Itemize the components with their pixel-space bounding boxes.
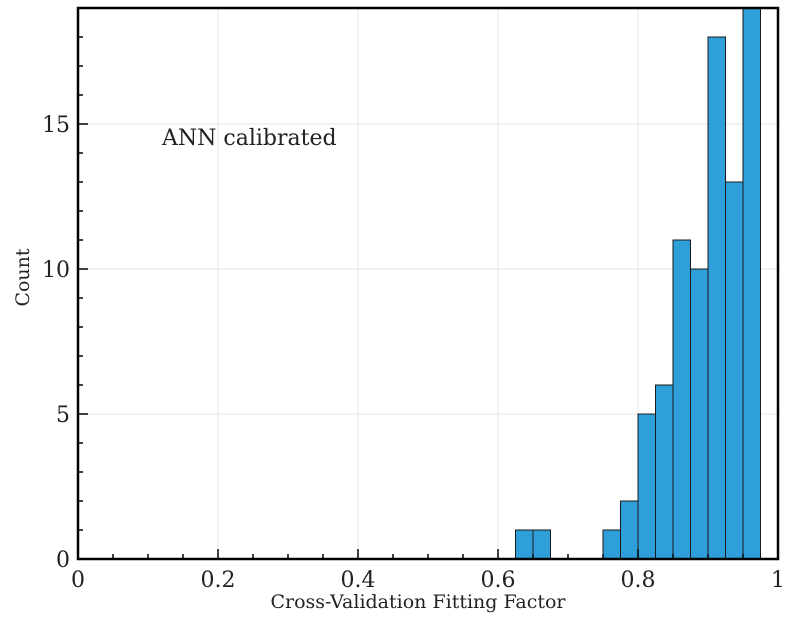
- x-tick-label: 0: [71, 568, 85, 593]
- grid-lines: [78, 8, 778, 559]
- y-tick-label: 15: [42, 113, 70, 138]
- histogram-bar: [655, 384, 674, 560]
- histogram-bar: [742, 7, 761, 560]
- y-tick-label: 5: [56, 403, 70, 428]
- x-tick-label: 0.6: [481, 568, 516, 593]
- plot-frame: [76, 6, 780, 561]
- x-axis-label: Cross-Validation Fitting Factor: [270, 591, 566, 613]
- x-tick-label: 0.2: [201, 568, 236, 593]
- x-tick-label: 1: [771, 568, 785, 593]
- histogram-bar: [672, 239, 691, 560]
- chart-annotation: ANN calibrated: [161, 126, 337, 151]
- histogram-bar: [620, 500, 639, 560]
- y-axis-label: Count: [12, 248, 34, 306]
- x-tick-label: 0.4: [341, 568, 376, 593]
- y-tick-label: 0: [56, 548, 70, 573]
- histogram-bar: [690, 268, 709, 560]
- histogram-bar: [515, 529, 534, 560]
- histogram-bar: [725, 181, 744, 560]
- x-tick-label: 0.8: [621, 568, 656, 593]
- histogram-bar: [602, 529, 621, 560]
- histogram-bar: [637, 413, 656, 560]
- histogram-bar: [707, 36, 726, 560]
- histogram-bar: [532, 529, 551, 560]
- y-tick-label: 10: [42, 258, 70, 283]
- histogram-bars: [515, 7, 761, 560]
